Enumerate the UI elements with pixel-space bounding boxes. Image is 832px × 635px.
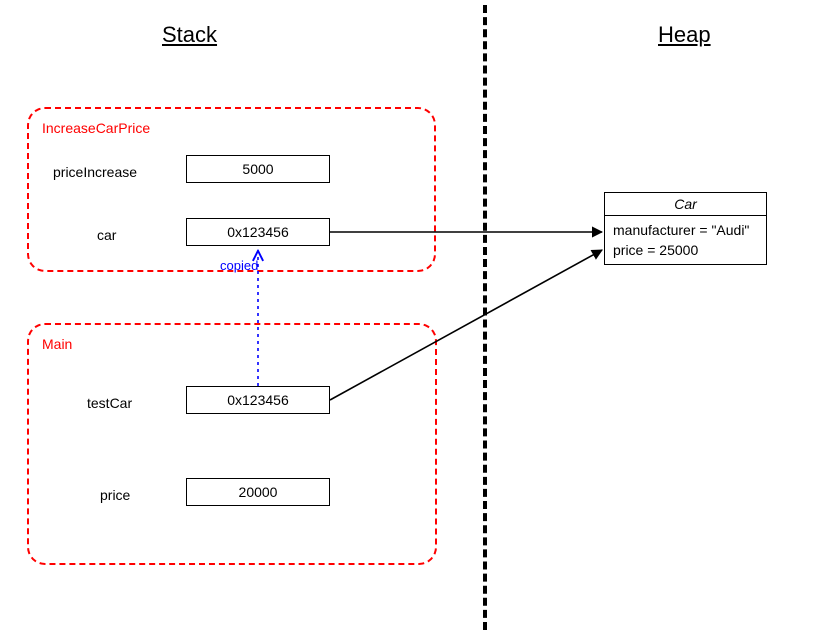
frame-main-label: Main	[42, 336, 72, 352]
var-priceincrease-value: 5000	[186, 155, 330, 183]
heap-object-title: Car	[605, 193, 766, 216]
var-price-value: 20000	[186, 478, 330, 506]
var-car-label: car	[97, 227, 116, 243]
stack-heading: Stack	[162, 22, 217, 48]
value-text: 0x123456	[227, 392, 289, 408]
copied-label: copied	[220, 258, 258, 273]
heap-object-car: Car manufacturer = "Audi" price = 25000	[604, 192, 767, 265]
heap-heading: Heap	[658, 22, 711, 48]
frame-increasecarprice-label: IncreaseCarPrice	[42, 120, 150, 136]
heap-field: manufacturer = "Audi"	[613, 220, 758, 240]
heap-object-body: manufacturer = "Audi" price = 25000	[605, 216, 766, 264]
value-text: 5000	[242, 161, 273, 177]
var-testcar-label: testCar	[87, 395, 132, 411]
value-text: 20000	[239, 484, 278, 500]
var-car-value: 0x123456	[186, 218, 330, 246]
var-testcar-value: 0x123456	[186, 386, 330, 414]
stack-heap-divider	[483, 5, 487, 630]
value-text: 0x123456	[227, 224, 289, 240]
var-price-label: price	[100, 487, 130, 503]
heap-field: price = 25000	[613, 240, 758, 260]
var-priceincrease-label: priceIncrease	[53, 164, 137, 180]
frame-main	[27, 323, 437, 565]
